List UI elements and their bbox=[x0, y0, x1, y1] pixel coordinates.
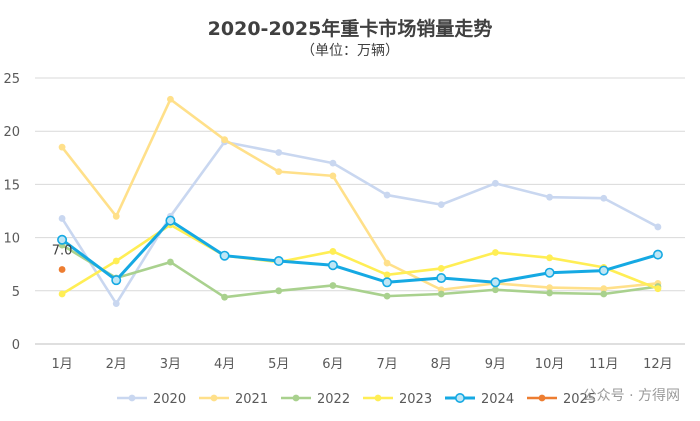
data-point-2020 bbox=[654, 223, 662, 231]
data-point-2023 bbox=[383, 271, 391, 279]
data-point-2020 bbox=[275, 149, 283, 156]
data-point-2022 bbox=[600, 290, 608, 298]
data-point-2020 bbox=[329, 159, 337, 167]
x-tick-label: 4月 bbox=[214, 357, 235, 372]
data-point-2022 bbox=[437, 290, 445, 298]
series-line-2024 bbox=[60, 219, 660, 284]
legend-label: 2020 bbox=[153, 392, 186, 407]
data-point-2024 bbox=[598, 265, 609, 276]
x-tick-label: 11月 bbox=[589, 357, 619, 372]
data-point-2022 bbox=[329, 282, 337, 289]
x-tick-label: 1月 bbox=[51, 357, 72, 372]
y-tick-label: 25 bbox=[3, 72, 20, 87]
legend-swatch-marker bbox=[454, 392, 465, 403]
data-point-2021 bbox=[58, 143, 66, 151]
chart-subtitle: （单位：万辆） bbox=[301, 43, 399, 59]
data-point-2024 bbox=[544, 267, 555, 278]
legend-label: 2025 bbox=[563, 392, 596, 407]
data-point-2022 bbox=[383, 292, 391, 300]
legend-swatch-marker bbox=[210, 394, 218, 402]
y-tick-label: 15 bbox=[3, 178, 20, 193]
watermark: 公众号 · 方得网 bbox=[582, 388, 680, 404]
legend-label: 2024 bbox=[481, 392, 514, 407]
data-point-2022 bbox=[492, 286, 499, 294]
data-point-2021 bbox=[383, 259, 391, 267]
data-point-2024 bbox=[273, 256, 284, 267]
data-point-2024 bbox=[165, 215, 176, 226]
data-point-2020 bbox=[383, 191, 391, 199]
data-point-2021 bbox=[221, 136, 228, 144]
series-line-2022 bbox=[60, 243, 660, 299]
legend-swatch-marker bbox=[538, 394, 546, 402]
data-point-2022 bbox=[167, 258, 174, 266]
data-point-2024 bbox=[111, 275, 122, 286]
series-line-2021 bbox=[60, 97, 660, 292]
data-point-2024 bbox=[327, 260, 338, 271]
data-point-2025 bbox=[58, 266, 66, 273]
y-tick-label: 0 bbox=[12, 338, 20, 353]
y-tick-label: 5 bbox=[12, 285, 20, 300]
data-point-2023 bbox=[112, 257, 120, 265]
data-point-2020 bbox=[58, 215, 66, 222]
data-point-2021 bbox=[167, 95, 174, 103]
data-label: 7.0 bbox=[52, 244, 73, 259]
data-point-2022 bbox=[221, 293, 228, 301]
legend-label: 2022 bbox=[317, 392, 350, 407]
data-point-2024 bbox=[57, 234, 68, 245]
data-point-2023 bbox=[546, 254, 553, 262]
chart-title: 2020-2025年重卡市场销量走势 bbox=[207, 18, 493, 40]
data-point-2024 bbox=[652, 249, 663, 260]
data-point-2021 bbox=[275, 168, 283, 176]
data-point-2024 bbox=[382, 277, 393, 288]
data-point-2021 bbox=[329, 172, 337, 180]
y-tick-label: 20 bbox=[3, 125, 20, 140]
y-tick-label: 10 bbox=[3, 232, 20, 247]
data-point-2021 bbox=[546, 284, 553, 292]
data-point-2020 bbox=[437, 201, 445, 209]
data-point-2020 bbox=[492, 179, 499, 187]
data-point-2023 bbox=[437, 265, 445, 272]
x-tick-label: 2月 bbox=[106, 357, 127, 372]
x-tick-label: 9月 bbox=[485, 357, 506, 372]
legend-swatch-marker bbox=[128, 394, 136, 402]
data-point-2020 bbox=[112, 300, 120, 307]
legend-label: 2023 bbox=[399, 392, 432, 407]
data-point-2024 bbox=[490, 277, 501, 288]
x-tick-label: 3月 bbox=[160, 357, 181, 372]
x-tick-label: 5月 bbox=[268, 357, 289, 372]
data-point-2024 bbox=[436, 273, 447, 284]
legend-swatch-marker bbox=[374, 394, 382, 402]
data-point-2020 bbox=[546, 193, 553, 201]
data-point-2023 bbox=[654, 285, 662, 293]
x-tick-label: 6月 bbox=[322, 357, 343, 372]
data-point-2022 bbox=[546, 289, 553, 297]
data-point-2023 bbox=[492, 249, 499, 256]
data-point-2024 bbox=[219, 250, 230, 261]
data-point-2023 bbox=[58, 290, 66, 298]
legend-swatch-marker bbox=[292, 394, 300, 402]
x-tick-label: 7月 bbox=[376, 357, 397, 372]
data-point-2021 bbox=[112, 212, 120, 220]
series-line-2020 bbox=[60, 140, 660, 305]
series-line-2023 bbox=[60, 223, 660, 296]
data-point-2020 bbox=[600, 194, 608, 202]
data-point-2022 bbox=[275, 287, 283, 295]
x-tick-label: 10月 bbox=[535, 357, 565, 372]
x-tick-label: 12月 bbox=[643, 357, 673, 372]
data-point-2021 bbox=[600, 285, 608, 293]
x-tick-label: 8月 bbox=[431, 357, 452, 372]
legend-label: 2021 bbox=[235, 392, 268, 407]
data-point-2023 bbox=[329, 248, 337, 255]
